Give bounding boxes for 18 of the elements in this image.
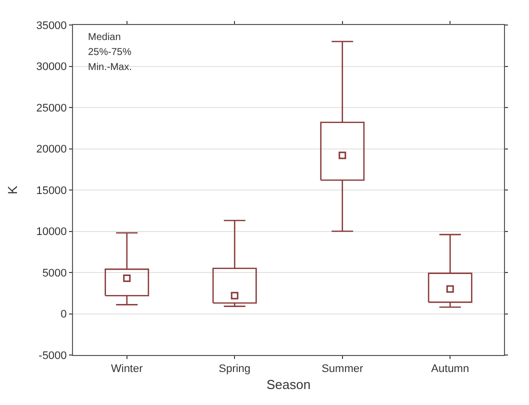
y-tick-label: 35000 [36, 20, 67, 32]
y-axis-title: K [5, 185, 20, 194]
x-axis-title: Season [266, 376, 311, 392]
y-tick-label: 10000 [36, 226, 67, 238]
annotation: Min.-Max. [88, 62, 132, 73]
annotation: Median [88, 32, 121, 43]
y-tick-label: 25000 [36, 102, 67, 114]
y-tick-label: 30000 [36, 61, 67, 74]
y-tick-label: 15000 [36, 184, 67, 197]
y-tick-label: 0 [60, 308, 67, 321]
annotation: 25%-75% [88, 47, 132, 58]
x-tick-label: Winter [110, 363, 144, 376]
x-tick-label: Spring [218, 363, 251, 376]
y-tick-label: 20000 [36, 144, 67, 156]
x-tick-label: Autumn [431, 363, 470, 376]
y-tick-label: 5000 [42, 267, 67, 280]
x-tick-label: Summer [322, 363, 364, 376]
y-tick-label: -5000 [38, 350, 67, 362]
